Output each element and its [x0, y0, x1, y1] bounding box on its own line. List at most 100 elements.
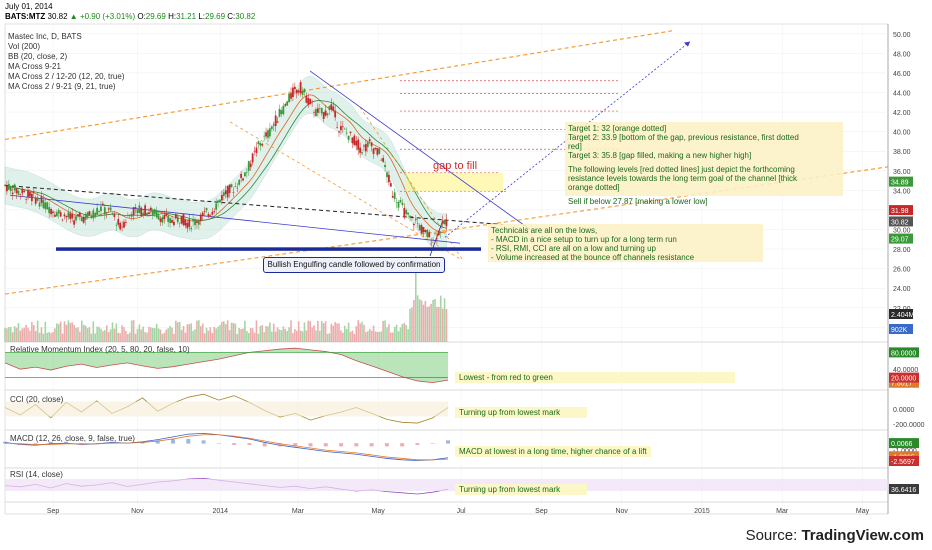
- candle-body: [290, 93, 292, 99]
- gap-zone: [405, 172, 503, 192]
- volume-bar: [155, 323, 158, 342]
- volume-bar: [19, 330, 22, 342]
- macd-callout: MACD at lowest in a long time, higher ch…: [455, 446, 651, 457]
- source-brand[interactable]: TradingView.com: [801, 527, 924, 544]
- volume-bar: [100, 328, 102, 342]
- volume-bar: [232, 322, 235, 342]
- candle-body: [38, 202, 41, 207]
- indicator-legend-item[interactable]: Vol (200): [8, 42, 41, 51]
- candle-body: [86, 212, 89, 218]
- candle-body: [386, 172, 388, 178]
- candle-body: [161, 217, 164, 223]
- indicator-legend-item[interactable]: MA Cross 2 / 12-20 (12, 20, true): [8, 72, 125, 81]
- volume-bar: [86, 328, 89, 342]
- candle-body: [278, 108, 281, 117]
- rmi-callout: Lowest - from red to green: [455, 372, 735, 383]
- volume-bar: [213, 326, 216, 342]
- volume-bar: [157, 328, 160, 342]
- ma-fast-line: [4, 94, 447, 233]
- cci-band: [5, 401, 448, 417]
- volume-bar: [342, 332, 344, 342]
- candle-body: [98, 211, 100, 212]
- macd-histogram-bar: [277, 443, 282, 447]
- volume-bar: [297, 321, 300, 342]
- bullish-engulfing-callout: Bullish Engulfing candle followed by con…: [263, 257, 445, 273]
- candle-body: [311, 101, 314, 103]
- volume-bar: [9, 327, 12, 342]
- candle-body: [261, 143, 264, 146]
- volume-bar: [148, 326, 150, 342]
- candle-body: [117, 219, 120, 225]
- volume-bar: [59, 321, 62, 342]
- candle-body: [416, 223, 419, 225]
- macd-histogram-bar: [262, 443, 267, 447]
- candle-body: [142, 212, 145, 216]
- candle-body: [301, 91, 304, 95]
- candle-body: [234, 186, 237, 187]
- candle-body: [338, 131, 340, 133]
- volume-bar: [349, 331, 352, 342]
- up-triangle-icon: ▲: [69, 12, 78, 21]
- candle-body: [228, 184, 231, 194]
- time-tick-label: Mar: [776, 508, 789, 515]
- indicator-legend-item[interactable]: Mastec Inc, D, BATS: [8, 32, 82, 41]
- candle-body: [78, 212, 81, 217]
- volume-bar: [355, 326, 358, 342]
- candle-body: [343, 128, 346, 130]
- volume-bar: [303, 322, 306, 342]
- volume-bar: [274, 331, 277, 342]
- candle-body: [411, 216, 413, 217]
- candle-body: [213, 211, 216, 213]
- indicator-legend-item[interactable]: MA Cross 2 / 9-21 (9, 21, true): [8, 82, 116, 91]
- volume-bar: [71, 322, 73, 342]
- candle-body: [194, 219, 196, 225]
- volume-bar: [207, 330, 210, 342]
- candle-body: [82, 217, 85, 223]
- price-tag-label: 30.82: [891, 219, 909, 226]
- volume-bar: [238, 327, 240, 342]
- volume-bar: [209, 327, 212, 342]
- volume-bar: [363, 324, 365, 342]
- candle-body: [418, 224, 421, 231]
- volume-bar: [165, 329, 168, 342]
- volume-bar: [249, 327, 252, 342]
- candle-body: [399, 200, 402, 203]
- candle-body: [242, 178, 244, 181]
- indicator-value-tag: [889, 456, 919, 466]
- candle-body: [397, 202, 400, 208]
- candle-body: [48, 207, 51, 214]
- indicator-legend-item[interactable]: MA Cross 9-21: [8, 62, 61, 71]
- volume-bar: [414, 256, 417, 342]
- volume-bar: [403, 322, 406, 342]
- note-line: Target 2: 33.9 [bottom of the gap, previ…: [568, 133, 799, 142]
- candle-body: [272, 124, 275, 126]
- volume-bar: [372, 325, 375, 342]
- volume-bar: [334, 322, 336, 342]
- header-close-label: C:: [227, 12, 236, 21]
- price-tick-label: 36.00: [893, 169, 911, 176]
- price-tick-label: 46.00: [893, 71, 911, 78]
- volume-bar: [338, 323, 340, 342]
- indicator-legend-item[interactable]: BB (20, close, 2): [8, 52, 68, 61]
- source-credit: Source: TradingView.com: [746, 527, 924, 544]
- candle-body: [71, 214, 74, 219]
- volume-bar: [340, 330, 342, 342]
- candle-body: [361, 152, 363, 154]
- volume-bar: [269, 322, 271, 342]
- volume-bar: [393, 326, 396, 342]
- targets-note-bg: [565, 122, 843, 196]
- candle-body: [269, 128, 271, 137]
- candle-body: [407, 212, 410, 215]
- candle-body: [73, 220, 76, 225]
- volume-bar: [280, 330, 283, 342]
- bollinger-band-cloud: [4, 76, 447, 252]
- candle-body: [203, 211, 206, 213]
- volume-bar: [395, 324, 398, 342]
- volume-bar: [445, 308, 448, 342]
- candle-body: [393, 192, 396, 199]
- volume-bar: [21, 328, 24, 342]
- volume-bar: [31, 321, 33, 342]
- macd-histogram-bar: [171, 438, 176, 444]
- volume-bar: [161, 333, 164, 342]
